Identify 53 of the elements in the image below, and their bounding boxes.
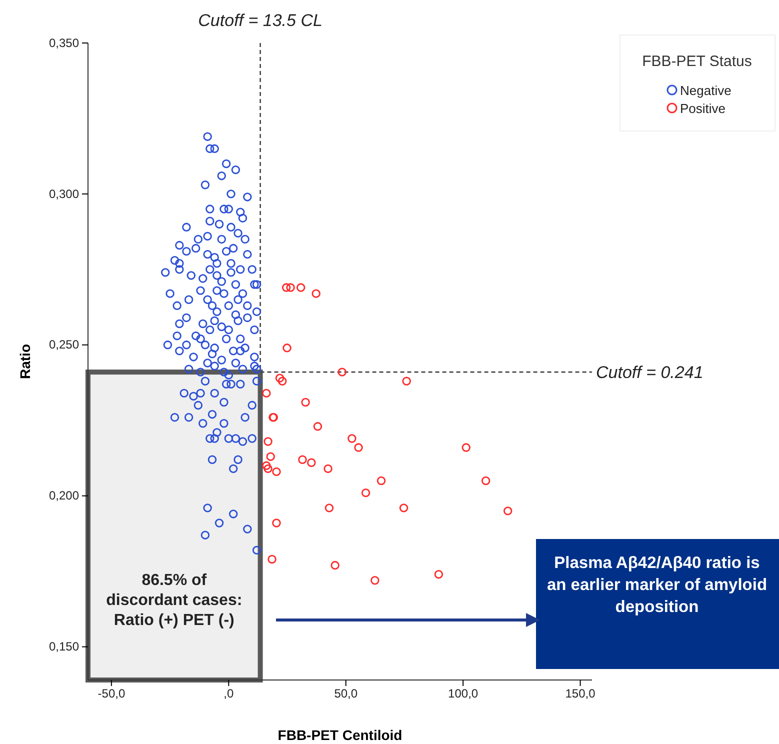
point: [286, 283, 295, 292]
legend-title: FBB-PET Status: [642, 53, 752, 70]
y-tick-label: 0,350: [48, 36, 80, 50]
x-tick-label: ,0: [224, 686, 234, 701]
point: [282, 283, 291, 292]
point: [266, 452, 275, 461]
point: [272, 518, 281, 528]
point: [298, 455, 307, 464]
point: [481, 476, 490, 486]
y-axis-title: Ratio: [17, 344, 33, 379]
point: [338, 368, 346, 376]
point: [262, 388, 271, 398]
point: [264, 464, 272, 474]
y-tick-label: 0,150: [48, 640, 80, 654]
point: [301, 398, 310, 407]
point: [275, 374, 284, 382]
legend-label: Positive: [680, 101, 726, 116]
point: [330, 560, 340, 570]
x-tick-label: 50,0: [334, 686, 358, 701]
point: [312, 289, 320, 298]
point: [324, 504, 334, 512]
point: [272, 467, 281, 476]
y-tick-label: 0,300: [48, 186, 80, 201]
point: [296, 283, 306, 292]
point: [348, 434, 356, 443]
point: [462, 443, 470, 452]
point: [361, 488, 370, 498]
point: [282, 344, 292, 352]
x-tick-label: 150,0: [565, 686, 596, 701]
annotation: 86.5% of discordant cases: Ratio (+) PET (-): [106, 572, 242, 629]
point: [307, 458, 316, 467]
point: [278, 376, 287, 386]
point: [370, 576, 380, 585]
x-tick-label: -50,0: [98, 686, 126, 701]
x-tick-label: 100,0: [448, 686, 478, 701]
point: [399, 504, 408, 512]
point: [268, 554, 276, 564]
ref-line-label: Cutoff = 0.241: [596, 363, 704, 382]
ref-line-label: Cutoff = 13.5 CL: [198, 11, 322, 30]
point: [313, 422, 322, 431]
annotation: Plasma Aβ42/Aβ40 ratio is an earlier marker of amyloid deposition: [546, 554, 768, 616]
y-tick-label: 0,200: [48, 488, 80, 503]
x-axis-title: FBB-PET Centiloid: [278, 727, 402, 743]
point: [503, 506, 512, 516]
point: [376, 476, 386, 486]
y-tick-label: 0,250: [48, 338, 80, 352]
point: [402, 376, 411, 386]
point: [354, 443, 363, 452]
point: [434, 570, 444, 579]
point: [264, 437, 272, 446]
point: [324, 464, 332, 474]
legend-label: Negative: [680, 83, 732, 98]
point: [262, 461, 271, 470]
